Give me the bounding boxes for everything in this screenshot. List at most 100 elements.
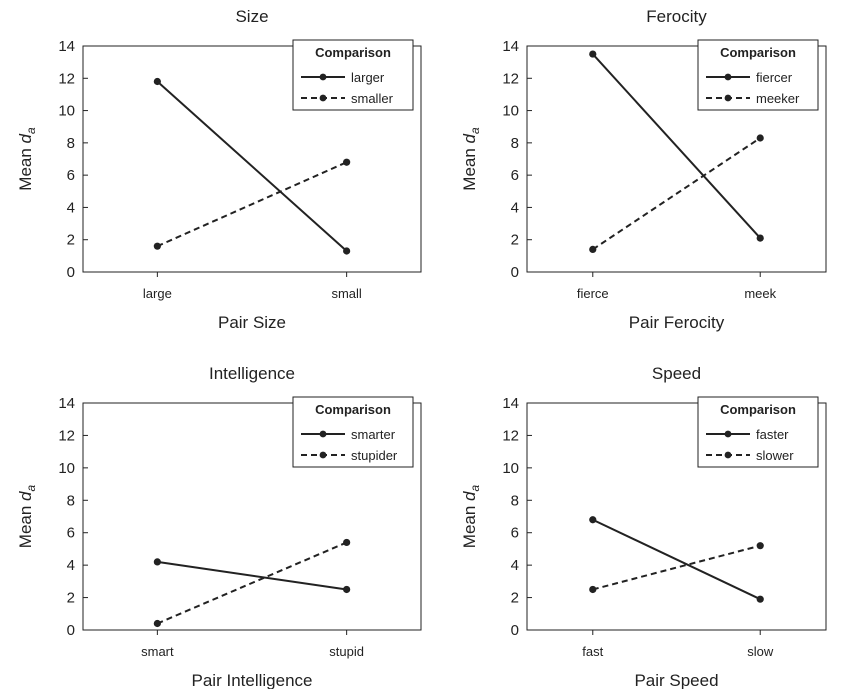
legend-marker [319, 430, 327, 438]
y-tick-label: 8 [67, 135, 75, 152]
data-point [343, 538, 351, 547]
data-point [589, 585, 597, 594]
data-point [153, 77, 161, 86]
data-point [589, 245, 597, 253]
legend-marker [724, 73, 732, 81]
legend-title: Comparison [720, 402, 796, 417]
y-tick-label: 10 [58, 460, 75, 477]
x-tick-label: meek [744, 286, 776, 301]
legend-label: faster [756, 427, 789, 442]
x-axis-label: Pair Ferocity [629, 313, 725, 332]
plot-frame [82, 45, 422, 273]
y-axis-label: Mean da [16, 127, 38, 191]
legend-label: fiercer [756, 70, 793, 85]
chart-title: Intelligence [209, 364, 295, 383]
legend-marker [724, 451, 732, 459]
y-tick-label: 14 [58, 395, 75, 412]
chart-panel: Ferocity 0 2 4 6 8 10 12 14 fierce meek Pair Feroci… [460, 7, 827, 332]
series-line [156, 161, 348, 248]
chart-panel: Size 0 2 4 6 8 10 12 14 large small Pair Size Mean d… [16, 7, 422, 332]
plot-frame [526, 45, 827, 273]
legend-label: larger [351, 70, 385, 85]
series-line [156, 541, 348, 625]
y-tick-label: 14 [502, 38, 519, 55]
series-line [592, 544, 761, 591]
legend-marker [319, 451, 327, 459]
legend-label: slower [756, 448, 794, 463]
chart-title: Speed [652, 364, 701, 383]
y-tick-label: 4 [511, 199, 519, 216]
plot-frame [82, 402, 422, 631]
x-axis-label: Pair Size [218, 313, 286, 332]
legend-marker [319, 73, 327, 81]
x-tick-label: small [331, 286, 361, 301]
y-tick-label: 12 [58, 427, 75, 444]
y-tick-label: 6 [511, 525, 519, 542]
legend-title: Comparison [315, 45, 391, 60]
data-point [343, 585, 351, 594]
data-point [756, 234, 764, 242]
y-axis-label: Mean da [16, 484, 38, 548]
plot-frame [526, 402, 827, 631]
data-point [153, 558, 161, 566]
chart-title: Ferocity [646, 7, 707, 26]
data-point [756, 542, 764, 550]
data-point [343, 158, 351, 166]
y-tick-label: 2 [67, 590, 75, 607]
legend-title: Comparison [720, 45, 796, 60]
chart-panel: Intelligence 0 2 4 6 8 10 12 14 smart stupid Pair I… [16, 364, 422, 689]
x-axis-label: Pair Speed [634, 671, 718, 689]
series-line [156, 80, 348, 252]
y-tick-label: 2 [511, 232, 519, 249]
x-tick-label: smart [141, 644, 174, 659]
legend-label: smaller [351, 91, 394, 106]
y-axis-label: Mean da [460, 127, 482, 191]
x-tick-label: stupid [329, 644, 364, 659]
legend-label: stupider [351, 448, 398, 463]
series-line [592, 53, 761, 239]
y-tick-label: 12 [502, 427, 519, 444]
x-tick-label: large [143, 286, 172, 301]
y-tick-label: 0 [67, 264, 75, 281]
data-point [756, 595, 764, 603]
y-tick-label: 10 [58, 103, 75, 120]
y-tick-label: 10 [502, 103, 519, 120]
legend-title: Comparison [315, 402, 391, 417]
y-tick-label: 4 [67, 199, 75, 216]
series-line [592, 137, 761, 251]
y-tick-label: 14 [502, 395, 519, 412]
y-tick-label: 8 [511, 492, 519, 509]
y-tick-label: 14 [58, 38, 75, 55]
y-tick-label: 12 [502, 70, 519, 87]
y-tick-label: 0 [511, 622, 519, 639]
series-line [157, 560, 347, 591]
legend-marker [319, 94, 327, 102]
data-point [756, 134, 764, 142]
y-tick-label: 0 [67, 622, 75, 639]
y-tick-label: 4 [511, 557, 519, 574]
legend-label: meeker [756, 91, 800, 106]
y-tick-label: 6 [511, 167, 519, 184]
x-tick-label: fierce [577, 286, 609, 301]
x-axis-label: Pair Intelligence [192, 671, 313, 689]
data-point [589, 50, 597, 58]
y-tick-label: 2 [67, 232, 75, 249]
y-tick-label: 8 [511, 135, 519, 152]
y-tick-label: 0 [511, 264, 519, 281]
y-tick-label: 6 [67, 167, 75, 184]
data-point [153, 619, 161, 628]
legend-marker [724, 430, 732, 438]
y-tick-label: 12 [58, 70, 75, 87]
data-point [589, 516, 597, 524]
x-tick-label: slow [747, 644, 774, 659]
series-line [592, 518, 761, 601]
y-tick-label: 6 [67, 525, 75, 542]
legend-marker [724, 94, 732, 102]
x-tick-label: fast [582, 644, 603, 659]
y-tick-label: 8 [67, 492, 75, 509]
y-tick-label: 2 [511, 590, 519, 607]
y-tick-label: 10 [502, 460, 519, 477]
y-tick-label: 4 [67, 557, 75, 574]
chart-panel: Speed 0 2 4 6 8 10 12 14 fast slow Pair Speed Mean d… [460, 364, 827, 689]
